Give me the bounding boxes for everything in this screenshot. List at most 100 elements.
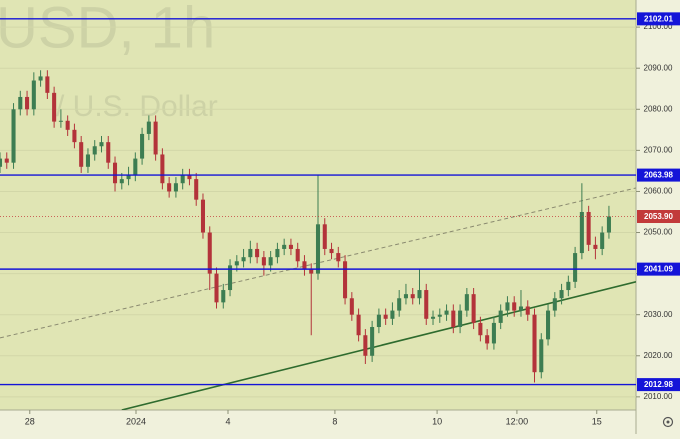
candle-body: [437, 314, 442, 317]
candle-body: [410, 294, 415, 299]
candle-body: [146, 121, 151, 134]
candle-body: [552, 298, 557, 311]
y-tick-label: 2090.00: [644, 63, 673, 72]
candle-body: [424, 290, 429, 319]
candle-body: [295, 248, 300, 262]
candle-body: [207, 232, 212, 274]
candle-body: [173, 183, 178, 192]
settings-icon-ring[interactable]: [662, 416, 674, 428]
settings-icon-center[interactable]: [666, 420, 670, 424]
candle-body: [255, 248, 260, 258]
candle-body: [322, 224, 327, 249]
candle-body: [72, 129, 77, 143]
candle-body: [363, 335, 368, 356]
candle-body: [0, 158, 3, 167]
candle-body: [512, 302, 517, 311]
watermark-symbol: USD, 1h: [0, 0, 215, 60]
watermark: USD, 1h / U.S. Dollar: [0, 0, 218, 123]
candle-body: [518, 306, 524, 311]
y-tick-label: 2080.00: [644, 104, 673, 113]
candle-body: [25, 96, 30, 110]
y-tick-label: 2070.00: [644, 145, 673, 154]
candle-body: [153, 121, 158, 155]
candle-body: [397, 298, 402, 311]
candle-body: [444, 310, 449, 315]
candle-body: [600, 232, 605, 249]
candle-body: [376, 314, 381, 328]
candle-body: [546, 310, 551, 340]
level-label: 2041.09: [644, 265, 673, 274]
candle-body: [539, 339, 544, 373]
candle-body: [200, 199, 206, 233]
candle-body: [234, 261, 239, 266]
y-tick-label: 2010.00: [644, 392, 673, 401]
x-tick-label: 10: [432, 416, 442, 426]
last-price-box: [637, 210, 680, 224]
level-label-box: [637, 168, 680, 182]
trend-line: [0, 187, 636, 339]
x-tick-label: 4: [226, 416, 231, 426]
y-tick-label: 2060.00: [644, 187, 673, 196]
candle-body: [498, 310, 503, 323]
candle-body: [485, 335, 490, 344]
candle-body: [525, 306, 530, 315]
candle-body: [58, 120, 63, 122]
candle-body: [38, 76, 43, 81]
x-tick-label: 12:00: [506, 416, 529, 426]
level-label-box: [637, 12, 680, 26]
candle-body: [370, 327, 375, 356]
x-tick-label: 8: [332, 416, 337, 426]
candle-body: [288, 244, 293, 249]
candle-body: [559, 290, 564, 299]
candle-body: [343, 261, 348, 299]
candle-body: [315, 224, 321, 274]
plot: [0, 26, 636, 410]
candle-body: [261, 257, 266, 266]
candle-body: [126, 175, 131, 180]
candle-body: [268, 257, 273, 266]
x-tick-label: 2024: [126, 416, 146, 426]
last-price-label: 2053.90: [644, 212, 673, 221]
candle-body: [458, 310, 463, 328]
candle-body: [505, 302, 510, 311]
candle-body: [167, 183, 172, 192]
level-label-box: [637, 262, 680, 276]
candle-body: [430, 316, 436, 319]
x-tick-label: 28: [25, 416, 35, 426]
candle-body: [302, 261, 307, 270]
candle-body: [464, 294, 469, 311]
y-tick-label: 2030.00: [644, 310, 673, 319]
candle-body: [390, 310, 395, 319]
candle-body: [85, 154, 90, 167]
candle-body: [403, 294, 408, 299]
candle-body: [31, 80, 36, 110]
candle-body: [586, 211, 591, 245]
candle-body: [329, 248, 334, 254]
candle-body: [187, 175, 192, 180]
candle-body: [593, 244, 598, 249]
candle-body: [11, 109, 16, 163]
x-tick-label: 15: [592, 416, 602, 426]
candle-body: [451, 310, 456, 328]
candle-body: [478, 322, 483, 336]
candle-body: [349, 298, 354, 315]
candle-body: [228, 265, 233, 291]
candle-body: [79, 142, 84, 167]
candle-body: [140, 133, 145, 159]
level-label-box: [637, 378, 680, 392]
candle-body: [606, 216, 611, 233]
candle-body: [180, 175, 185, 184]
candle-body: [112, 162, 118, 184]
candle-body: [417, 290, 422, 299]
candle-body: [566, 281, 571, 291]
candle-body: [383, 314, 388, 319]
candle-body: [579, 211, 584, 254]
candle-body: [160, 154, 165, 184]
settings-icon[interactable]: [662, 416, 674, 428]
candle-body: [241, 257, 246, 262]
candle-body: [106, 142, 111, 163]
y-tick-label: 2100.00: [644, 22, 673, 31]
level-label: 2063.98: [644, 171, 673, 180]
